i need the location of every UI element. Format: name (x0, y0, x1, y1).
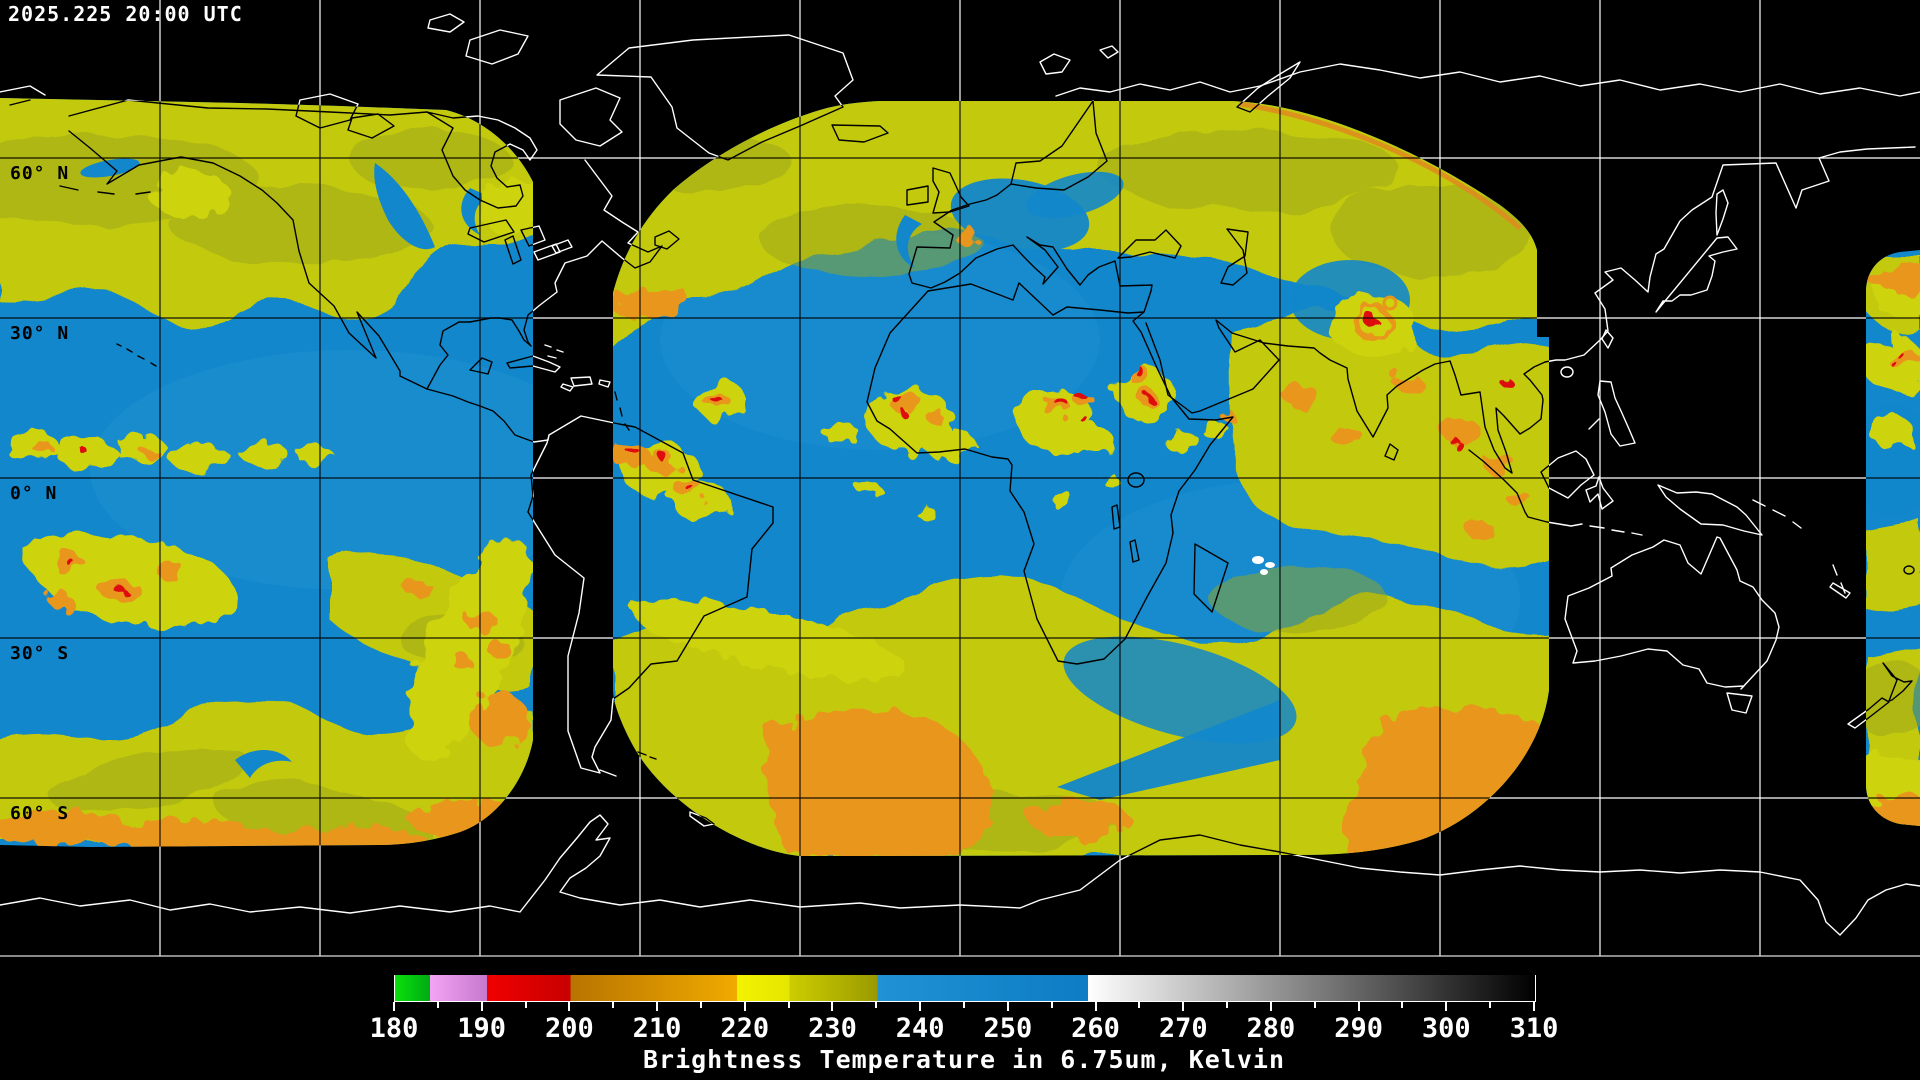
colorbar-tick-label: 260 (1071, 1013, 1120, 1044)
colorbar-tick-label: 300 (1421, 1013, 1471, 1044)
colorbar-tick-label: 310 (1509, 1013, 1559, 1044)
colorbar-tick-label: 190 (457, 1013, 507, 1044)
disk-limb-edge (1239, 101, 1522, 230)
colorbar-tick (1445, 1002, 1448, 1011)
latitude-label: 60° S (10, 803, 70, 824)
colorbar-tick (393, 1002, 395, 1011)
colorbar-tick-label: 280 (1246, 1013, 1296, 1044)
colorbar-tick (1050, 1002, 1053, 1008)
colorbar-tick (1094, 1002, 1097, 1011)
colorbar-tick (831, 1002, 834, 1011)
colorbar-tick (1533, 1002, 1535, 1011)
colorbar-tick (787, 1002, 790, 1008)
latitude-label: 60° N (10, 163, 70, 184)
colorbar-tick (1269, 1002, 1272, 1011)
colorbar-tick (743, 1002, 746, 1011)
colorbar-tick (699, 1002, 702, 1008)
colorbar-tick-label: 210 (632, 1013, 682, 1044)
colorbar-tick (919, 1002, 922, 1011)
colorbar-tick-label: 240 (895, 1013, 945, 1044)
colorbar-tick (1401, 1002, 1404, 1008)
colorbar-tick (436, 1002, 439, 1008)
colorbar-tick (875, 1002, 878, 1008)
colorbar-tick (480, 1002, 483, 1011)
colorbar-tick-label: 270 (1158, 1013, 1208, 1044)
latitude-label: 0° N (10, 483, 58, 504)
colorbar-tick (612, 1002, 615, 1008)
colorbar-tick (656, 1002, 659, 1011)
colorbar-tick-label: 220 (720, 1013, 770, 1044)
colorbar-tick (1313, 1002, 1316, 1008)
timestamp: 2025.225 20:00 UTC (8, 2, 243, 26)
colorbar-tick (1226, 1002, 1229, 1008)
colorbar-tick (1357, 1002, 1360, 1011)
colorbar-caption: Brightness Temperature in 6.75um, Kelvin (642, 1045, 1286, 1074)
colorbar-tick (1006, 1002, 1009, 1011)
white-cloud-specks (1252, 556, 1275, 575)
latitude-label: 30° N (10, 323, 70, 344)
colorbar-tick (524, 1002, 527, 1008)
colorbar-tick-label: 200 (544, 1013, 594, 1044)
colorbar-tick-label: 290 (1334, 1013, 1383, 1044)
colorbar-tick (1489, 1002, 1492, 1008)
colorbar-tick-label: 230 (808, 1013, 857, 1044)
colorbar-tick-label: 250 (983, 1013, 1033, 1044)
colorbar-tick (1182, 1002, 1185, 1011)
colorbar-tick (963, 1002, 965, 1008)
latitude-label: 30° S (10, 643, 70, 664)
colorbar-gradient (394, 975, 1536, 1002)
colorbar-tick (568, 1002, 571, 1011)
colorbar-tick-label: 180 (369, 1013, 419, 1044)
colorbar-tick (1138, 1002, 1141, 1008)
